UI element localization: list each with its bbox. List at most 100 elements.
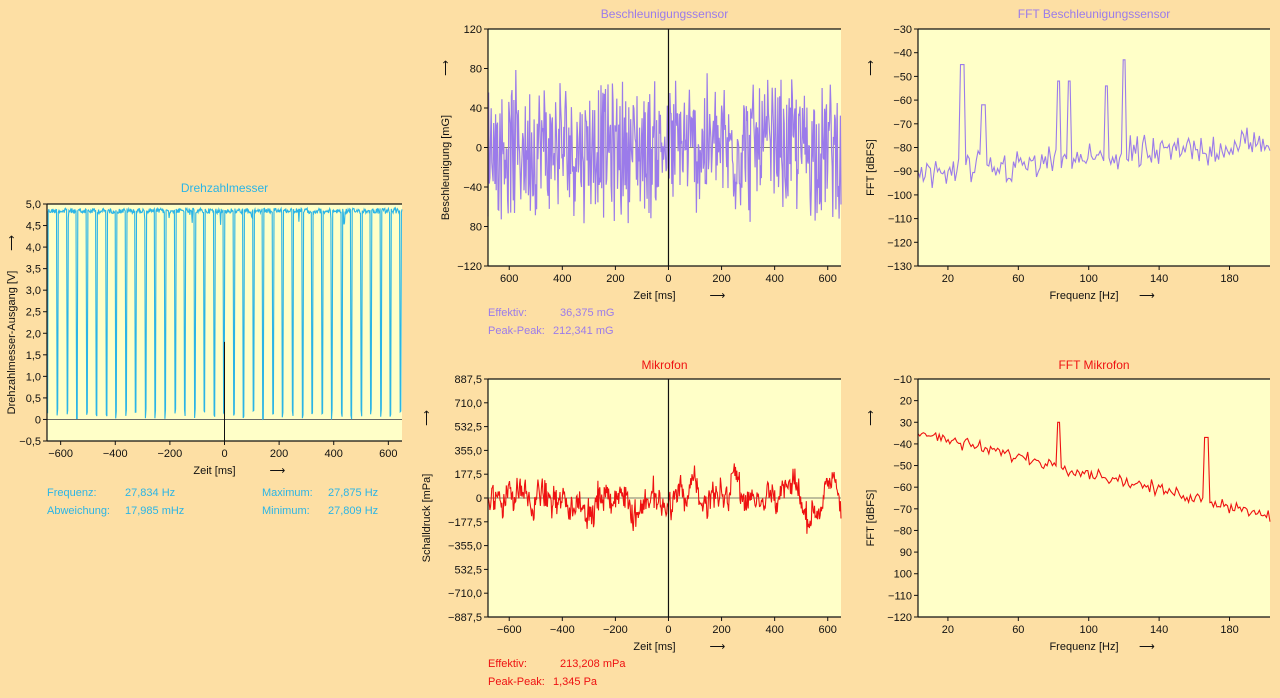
tacho-x-axis-label: Zeit [ms] xyxy=(193,465,235,477)
tacho-x-tick-label: −600 xyxy=(48,448,73,460)
accel-y-tick-label: 120 xyxy=(464,24,482,36)
accel-x-tick-label: 0 xyxy=(665,273,671,285)
accel-x-axis-label: Zeit [ms] xyxy=(633,290,675,302)
tacho-y-tick-label: 5,0 xyxy=(26,199,41,211)
fft_mic-x-tick-label: 20 xyxy=(942,624,954,636)
fft_mic-y-arrow-icon: ⟶ xyxy=(865,410,877,426)
mic-y-arrow-icon: ⟶ xyxy=(421,410,433,426)
chart-accel: Beschleunigungssensor −120 80 −40 0 40 80 120 60… xyxy=(440,7,842,337)
fft_accel-y-tick-label: −80 xyxy=(893,143,912,155)
mic-stat-label: Effektiv: xyxy=(488,658,527,670)
mic-title: Mikrofon xyxy=(641,358,687,372)
accel-title: Beschleunigungssensor xyxy=(601,7,728,21)
accel-x-tick-label: 600 xyxy=(819,273,837,285)
fft_mic-y-tick-label: −10 xyxy=(893,374,912,386)
tacho-x-tick-label: 0 xyxy=(221,448,227,460)
mic-x-tick-label: 200 xyxy=(712,624,730,636)
mic-x-tick-label: −400 xyxy=(550,624,575,636)
fft_mic-y-tick-label: −70 xyxy=(893,504,912,516)
fft_accel-y-tick-label: −60 xyxy=(893,95,912,107)
mic-y-tick-label: 177,5 xyxy=(454,469,482,481)
mic-y-tick-label: −177,5 xyxy=(448,517,482,529)
fft_mic-y-tick-label: −40 xyxy=(893,439,912,451)
tacho-x-arrow-icon: ⟶ xyxy=(270,465,286,477)
tacho-y-tick-label: 1,0 xyxy=(26,371,41,383)
accel-y-tick-label: −120 xyxy=(457,261,482,273)
fft_mic-x-tick-label: 60 xyxy=(1012,624,1024,636)
tacho-stat-label: Minimum: xyxy=(262,505,310,517)
fft_accel-x-tick-label: 180 xyxy=(1220,273,1238,285)
tacho-y-tick-label: 0,5 xyxy=(26,393,41,405)
fft_accel-y-tick-label: −90 xyxy=(893,166,912,178)
mic-x-axis-label: Zeit [ms] xyxy=(633,641,675,653)
tacho-stat-label: Abweichung: xyxy=(47,505,110,517)
tacho-y-axis-label: Drehzahlmesser-Ausgang [V] xyxy=(6,271,18,415)
fft_accel-y-tick-label: −130 xyxy=(887,261,912,273)
tacho-x-tick-label: 400 xyxy=(325,448,343,460)
accel-y-tick-label: 80 xyxy=(470,64,482,76)
mic-x-tick-label: −200 xyxy=(603,624,628,636)
chart-fft_accel: FFT Beschleunigungssensor −130 −120 −110 −10… xyxy=(865,7,1271,302)
mic-stat-value: 1,345 Pa xyxy=(553,676,598,688)
tacho-stat-value: 27,875 Hz xyxy=(328,487,378,499)
tacho-x-tick-label: 200 xyxy=(270,448,288,460)
accel-stat-label: Effektiv: xyxy=(488,307,527,319)
fft_mic-series-line xyxy=(917,421,1271,522)
fft_accel-x-tick-label: 20 xyxy=(942,273,954,285)
mic-series-line xyxy=(487,463,842,534)
tacho-y-tick-label: 0 xyxy=(35,414,41,426)
mic-x-tick-label: 600 xyxy=(819,624,837,636)
fft_mic-x-tick-label: 140 xyxy=(1150,624,1168,636)
accel-x-tick-label: 200 xyxy=(606,273,624,285)
tacho-y-tick-label: 2,5 xyxy=(26,307,41,319)
accel-series-line xyxy=(487,69,842,224)
fft_accel-x-tick-label: 100 xyxy=(1080,273,1098,285)
tacho-y-tick-label: 4,5 xyxy=(26,221,41,233)
fft_mic-y-tick-label: 90 xyxy=(900,547,912,559)
tacho-y-tick-label: 3,0 xyxy=(26,285,41,297)
tacho-x-tick-label: 600 xyxy=(379,448,397,460)
mic-y-axis-label: Schalldruck [mPa] xyxy=(421,474,433,563)
fft_mic-y-axis-label: FFT [dBFS] xyxy=(865,490,877,547)
tacho-y-tick-label: −0,5 xyxy=(19,436,41,448)
mic-stat-value: 213,208 mPa xyxy=(560,658,626,670)
fft_mic-y-tick-label: −120 xyxy=(887,612,912,624)
chart-tacho: Drehzahlmesser −0,5 0 0,5 1,0 1,5 2,0 2,5 3,0 3,5… xyxy=(6,181,403,517)
fft_mic-plot-area xyxy=(918,379,1270,617)
tacho-y-tick-label: 3,5 xyxy=(26,264,41,276)
fft_mic-y-tick-label: −60 xyxy=(893,482,912,494)
fft_accel-x-arrow-icon: ⟶ xyxy=(1139,290,1155,302)
accel-y-tick-label: 40 xyxy=(470,103,482,115)
accel-x-tick-label: 400 xyxy=(553,273,571,285)
fft_accel-y-axis-label: FFT [dBFS] xyxy=(865,139,877,196)
fft_accel-x-tick-label: 60 xyxy=(1012,273,1024,285)
accel-stat-label: Peak-Peak: xyxy=(488,325,545,337)
mic-y-tick-label: 532,5 xyxy=(454,564,482,576)
mic-y-tick-label: 0 xyxy=(476,493,482,505)
fft_mic-y-tick-label: 20 xyxy=(900,396,912,408)
fft_mic-y-tick-label: 30 xyxy=(900,417,912,429)
mic-y-tick-label: 532,5 xyxy=(454,422,482,434)
accel-y-axis-label: Beschleunigung [mG] xyxy=(440,115,452,220)
fft_mic-y-tick-label: 100 xyxy=(894,569,912,581)
fft_accel-title: FFT Beschleunigungssensor xyxy=(1018,7,1171,21)
fft_mic-x-arrow-icon: ⟶ xyxy=(1139,641,1155,653)
tacho-x-tick-label: −400 xyxy=(103,448,128,460)
mic-y-tick-label: −710,0 xyxy=(448,588,482,600)
tacho-stat-label: Frequenz: xyxy=(47,487,97,499)
accel-y-arrow-icon: ⟶ xyxy=(440,60,452,76)
mic-y-tick-label: −355,0 xyxy=(448,541,482,553)
fft_accel-y-tick-label: −40 xyxy=(893,48,912,60)
mic-y-tick-label: −887,5 xyxy=(448,612,482,624)
fft_accel-y-tick-label: −110 xyxy=(888,214,912,226)
tacho-y-tick-label: 2,0 xyxy=(26,328,41,340)
mic-stat-label: Peak-Peak: xyxy=(488,676,545,688)
chart-mic: Mikrofon −887,5 −710,0 532,5 −355,0 −177,5 0 17… xyxy=(421,358,842,688)
accel-x-arrow-icon: ⟶ xyxy=(710,290,726,302)
tacho-title: Drehzahlmesser xyxy=(181,181,268,195)
tacho-stat-value: 17,985 mHz xyxy=(125,505,184,517)
mic-y-tick-label: 887,5 xyxy=(454,374,482,386)
accel-x-tick-label: 600 xyxy=(500,273,518,285)
fft_accel-y-tick-label: −70 xyxy=(893,119,912,131)
